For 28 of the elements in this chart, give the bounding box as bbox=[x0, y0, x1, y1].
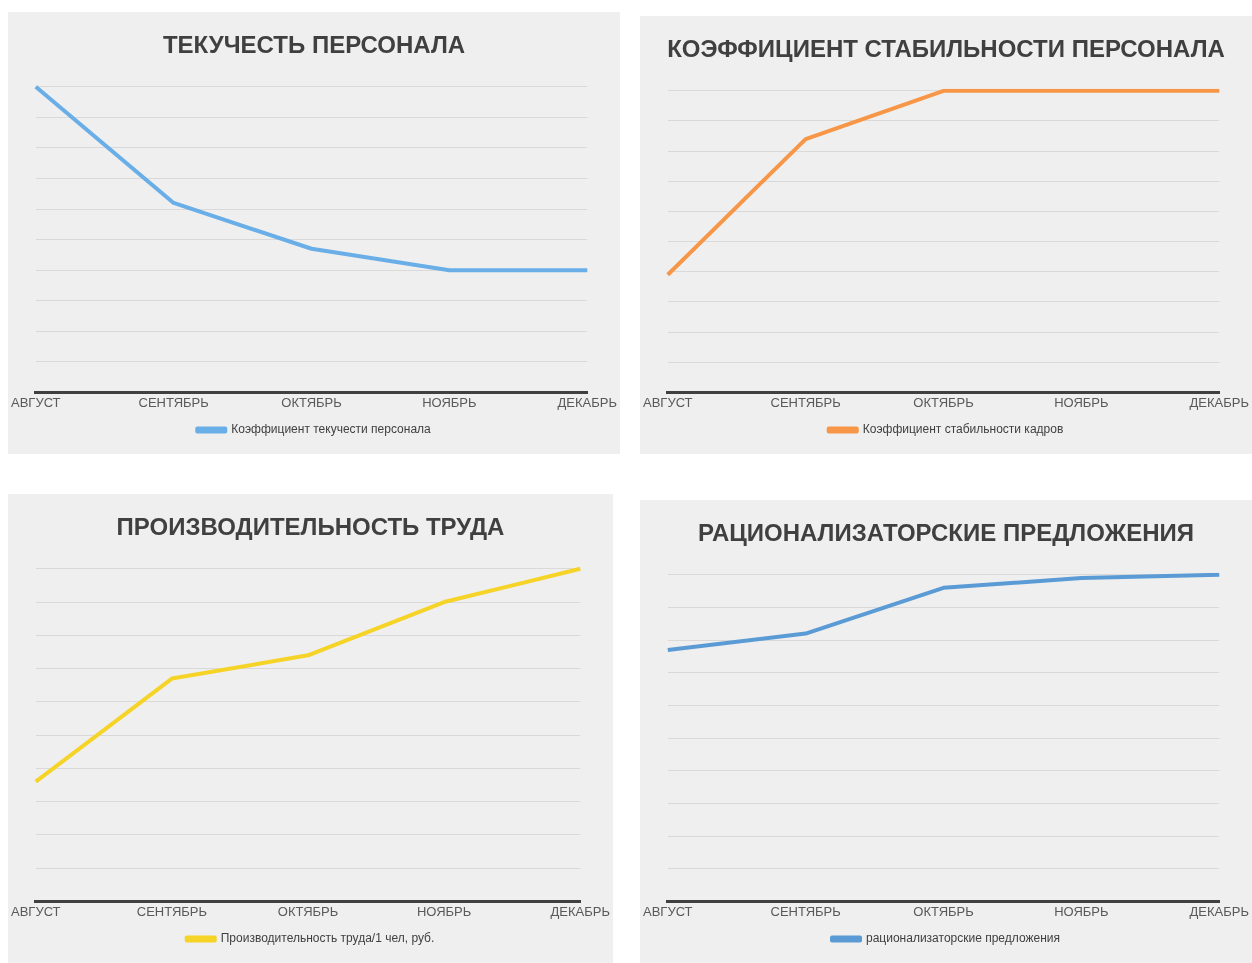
x-tick-label: СЕНТЯБРЬ bbox=[770, 394, 841, 410]
x-tick-label: НОЯБРЬ bbox=[1054, 903, 1109, 919]
legend-label: Производительность труда/1 чел, руб. bbox=[220, 931, 435, 946]
chart-title: ТЕКУЧЕСТЬ ПЕРСОНАЛА bbox=[162, 31, 466, 59]
x-tick-label: СЕНТЯБРЬ bbox=[770, 903, 841, 919]
x-tick-label: ДЕКАБРЬ bbox=[1189, 903, 1249, 919]
x-tick-label: НОЯБРЬ bbox=[1054, 394, 1109, 410]
x-tick-label: АВГУСТ bbox=[643, 394, 693, 410]
x-tick-label: ОКТЯБРЬ bbox=[913, 903, 974, 919]
x-tick-label: АВГУСТ bbox=[11, 903, 61, 919]
x-tick-label: ОКТЯБРЬ bbox=[281, 394, 342, 410]
x-tick-label: ДЕКАБРЬ bbox=[550, 903, 610, 919]
legend-label: рационализаторские предложения bbox=[866, 931, 1060, 946]
x-tick-label: АВГУСТ bbox=[11, 394, 61, 410]
x-tick-label: СЕНТЯБРЬ bbox=[136, 903, 208, 919]
x-tick-label: ОКТЯБРЬ bbox=[913, 394, 974, 410]
legend-label: Коэффициент стабильности кадров bbox=[862, 422, 1064, 437]
chart-title: РАЦИОНАЛИЗАТОРСКИЕ ПРЕДЛОЖЕНИЯ bbox=[697, 519, 1195, 547]
chart-title: КОЭФФИЦИЕНТ СТАБИЛЬНОСТИ ПЕРСОНАЛА bbox=[667, 35, 1225, 63]
x-tick-label: НОЯБРЬ bbox=[422, 394, 477, 410]
chart-title: ПРОИЗВОДИТЕЛЬНОСТЬ ТРУДА bbox=[116, 513, 505, 541]
x-tick-label: ДЕКАБРЬ bbox=[1189, 394, 1249, 410]
x-tick-label: ОКТЯБРЬ bbox=[277, 903, 339, 919]
x-tick-label: СЕНТЯБРЬ bbox=[138, 394, 209, 410]
x-tick-label: АВГУСТ bbox=[643, 903, 693, 919]
x-tick-label: ДЕКАБРЬ bbox=[557, 394, 617, 410]
legend-label: Коэффициент текучести персонала bbox=[231, 422, 432, 437]
x-tick-label: НОЯБРЬ bbox=[416, 903, 472, 919]
